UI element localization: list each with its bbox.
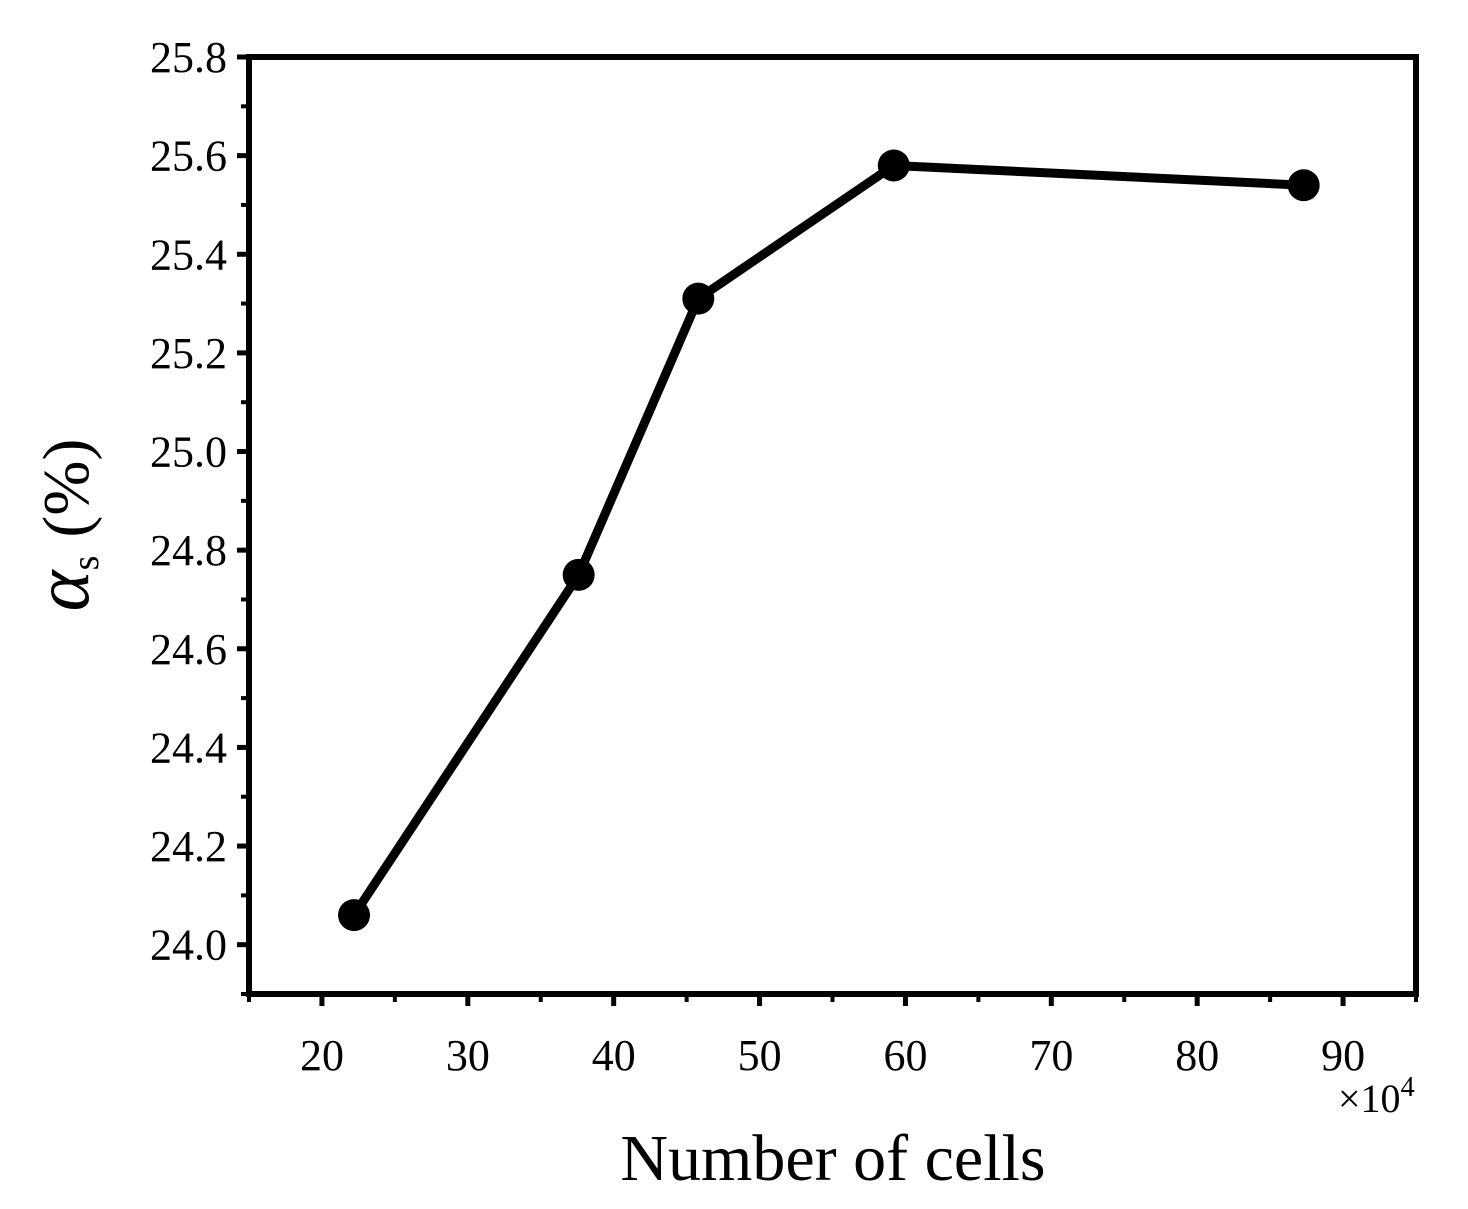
y-tick-label: 25.4 xyxy=(150,230,227,279)
y-tick-label: 24.0 xyxy=(150,921,227,970)
x-tick-label: 40 xyxy=(592,1031,636,1080)
data-point xyxy=(338,899,371,932)
y-tick-label: 24.6 xyxy=(150,625,227,674)
svg-text:αs(%): αs (%) xyxy=(18,439,107,612)
plot-frame xyxy=(246,54,1419,997)
y-axis-label-symbol: α xyxy=(18,568,105,611)
tick-labels: 20 30 40 50 60 70 80 90 24.0 24.2 24.4 24.6 24.8 25.0… xyxy=(150,33,1365,1080)
y-axis-label-unit: (%) xyxy=(30,439,103,538)
data-point xyxy=(877,149,910,182)
axis-ticks xyxy=(237,54,1418,1006)
y-tick-label: 24.8 xyxy=(150,526,227,575)
x-tick-label: 90 xyxy=(1321,1031,1365,1080)
x-tick-label: 60 xyxy=(883,1031,927,1080)
y-axis-label-subscript: s xyxy=(65,556,107,571)
data-point xyxy=(682,282,715,315)
x-axis-multiplier-exponent: 4 xyxy=(1401,1072,1415,1103)
x-tick-label: 30 xyxy=(446,1031,490,1080)
y-tick-label: 24.4 xyxy=(150,723,227,772)
x-tick-label: 20 xyxy=(300,1031,344,1080)
x-tick-label: 80 xyxy=(1175,1031,1219,1080)
x-tick-label: 50 xyxy=(738,1031,782,1080)
y-tick-label: 25.0 xyxy=(150,428,227,477)
x-tick-label: 70 xyxy=(1029,1031,1073,1080)
data-series xyxy=(338,149,1320,932)
series-line xyxy=(350,160,1304,918)
y-tick-label: 24.2 xyxy=(150,822,227,871)
data-point xyxy=(1287,169,1320,202)
y-tick-label: 25.6 xyxy=(150,132,227,181)
y-axis-label: αs (%) xyxy=(18,439,107,612)
y-tick-label: 25.8 xyxy=(150,33,227,82)
y-tick-label: 25.2 xyxy=(150,329,227,378)
x-axis-label: Number of cells xyxy=(620,1122,1045,1195)
x-axis-multiplier: ×104 xyxy=(1338,1072,1415,1121)
data-point xyxy=(562,558,595,591)
